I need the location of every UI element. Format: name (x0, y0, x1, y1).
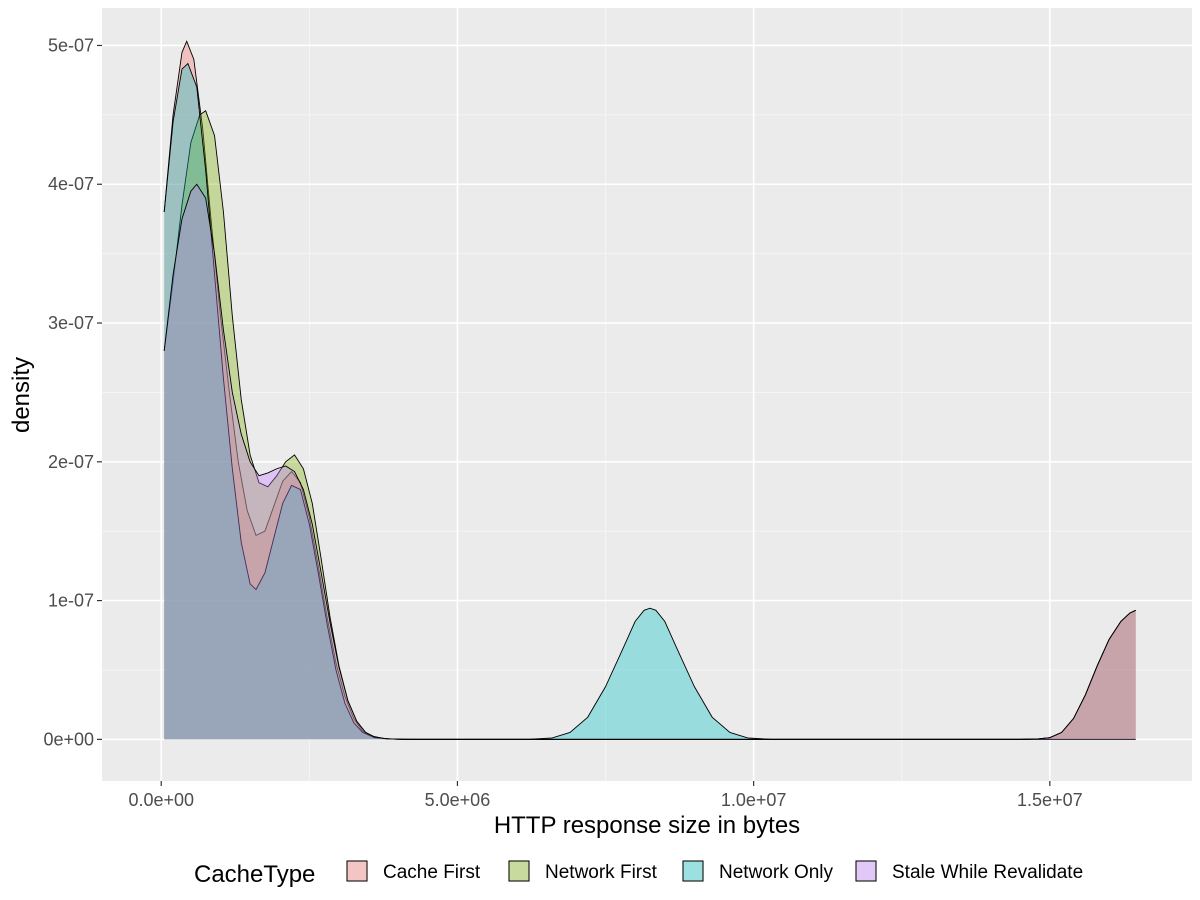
density-area-network-first (164, 110, 1136, 740)
density-areas (163, 40, 1136, 740)
x-tick-label: 1.5e+07 (1017, 790, 1083, 810)
y-tick-label: 2e-07 (48, 452, 94, 472)
legend-key-stale-while-revalidate (855, 860, 877, 882)
density-area-cache-first (164, 41, 1136, 740)
legend-key-network-only (682, 860, 704, 882)
x-tick-label: 1.0e+07 (721, 790, 787, 810)
legend-label-network-only: Network Only (719, 862, 834, 883)
major-gridlines (102, 8, 1192, 781)
density-area-network-only (164, 63, 1136, 740)
legend-title: CacheType (194, 861, 315, 888)
density-outline-network-only (163, 62, 1136, 740)
x-axis-title: HTTP response size in bytes (494, 812, 800, 839)
x-axis: 0.0e+00 5.0e+06 1.0e+07 1.5e+07 (128, 781, 1083, 810)
y-tick-label: 5e-07 (48, 35, 94, 55)
legend-label-stale-while-revalidate: Stale While Revalidate (892, 862, 1083, 883)
x-tick-label: 0.0e+00 (128, 790, 194, 810)
y-tick-label: 0e+00 (43, 729, 94, 749)
panel-background (102, 8, 1192, 781)
legend-key-bg (346, 860, 368, 882)
y-tick-label: 3e-07 (48, 313, 94, 333)
y-tick-label: 1e-07 (48, 591, 94, 611)
minor-gridlines (102, 8, 1192, 781)
y-axis: 0e+00 1e-07 2e-07 3e-07 4e-07 5e-07 (43, 35, 102, 749)
x-tick-label: 5.0e+06 (425, 790, 491, 810)
legend-key-bg (855, 860, 877, 882)
y-tick-label: 4e-07 (48, 174, 94, 194)
density-outline-stale-while-revalidate (163, 183, 1136, 740)
legend-key-network-first (508, 860, 530, 882)
legend-key-bg (682, 860, 704, 882)
legend: CacheType Cache First Network First Networ… (194, 860, 1083, 888)
density-area-stale-while-revalidate (164, 184, 1136, 740)
legend-label-network-first: Network First (545, 862, 658, 883)
legend-label-cache-first: Cache First (383, 862, 481, 883)
legend-key-cache-first (346, 860, 368, 882)
y-axis-title: density (8, 357, 35, 433)
legend-key-bg (508, 860, 530, 882)
